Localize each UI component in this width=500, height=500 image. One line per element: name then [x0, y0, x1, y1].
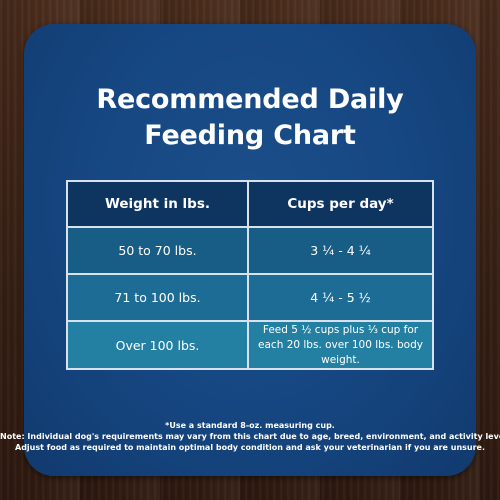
weight-cell: 50 to 70 lbs. [68, 228, 249, 273]
table-header-row: Weight in lbs. Cups per day* [68, 182, 432, 228]
title-line-2: Feeding Chart [144, 120, 356, 151]
header-cups: Cups per day* [287, 196, 394, 212]
table-row: 71 to 100 lbs. 4 ¼ - 5 ½ [68, 275, 432, 322]
cups-cell: 4 ¼ - 5 ½ [310, 290, 371, 305]
adjust-note: Adjust food as required to maintain opti… [15, 443, 485, 452]
feeding-table: Weight in lbs. Cups per day* 50 to 70 lb… [66, 180, 434, 370]
cups-cell: Feed 5 ½ cups plus ⅓ cup for each 20 lbs… [258, 323, 423, 366]
cups-cell: 3 ¼ - 4 ¼ [310, 243, 371, 258]
weight-cell: Over 100 lbs. [68, 322, 249, 368]
header-weight: Weight in lbs. [68, 182, 249, 226]
table-row: Over 100 lbs. Feed 5 ½ cups plus ⅓ cup f… [68, 322, 432, 368]
footnotes: *Use a standard 8-oz. measuring cup. Not… [0, 420, 500, 453]
title-line-1: Recommended Daily [96, 84, 404, 115]
weight-cell: 71 to 100 lbs. [68, 275, 249, 320]
page-title: Recommended Daily Feeding Chart [24, 82, 476, 154]
table-row: 50 to 70 lbs. 3 ¼ - 4 ¼ [68, 228, 432, 275]
requirements-note: Note: Individual dog's requirements may … [0, 432, 500, 441]
measuring-cup-note: *Use a standard 8-oz. measuring cup. [165, 421, 335, 430]
